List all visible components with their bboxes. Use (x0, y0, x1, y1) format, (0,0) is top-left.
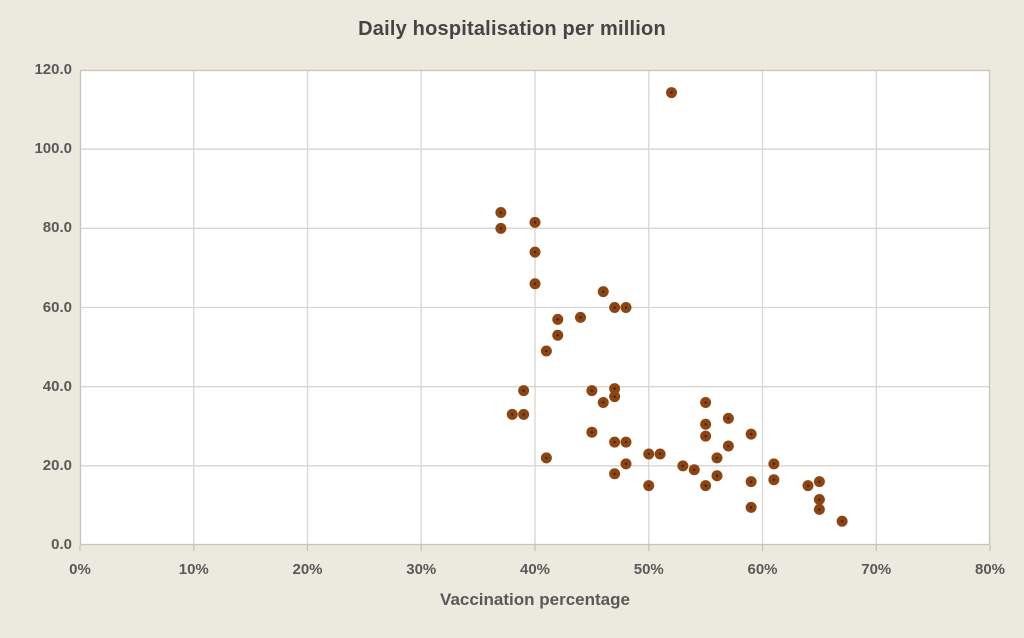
data-point-center-dot (704, 401, 707, 404)
data-point-center-dot (499, 211, 502, 214)
data-point-center-dot (647, 452, 650, 456)
data-point-center-dot (806, 484, 810, 487)
x-tick-label: 10% (178, 561, 209, 578)
data-point-center-dot (704, 423, 707, 426)
data-point-center-dot (545, 349, 548, 353)
data-point-center-dot (590, 431, 593, 434)
data-point-center-dot (522, 389, 525, 392)
data-point-center-dot (659, 452, 662, 456)
data-point-center-dot (818, 480, 821, 483)
data-point-center-dot (670, 91, 673, 94)
data-point-center-dot (602, 290, 605, 293)
data-point-center-dot (772, 462, 775, 465)
data-point-center-dot (533, 282, 537, 285)
plot-border (79, 69, 991, 546)
y-tick-label: 100.0 (34, 140, 72, 158)
data-point-center-dot (624, 306, 628, 309)
data-point-center-dot (590, 389, 593, 392)
y-tick-label: 0.0 (51, 536, 72, 553)
data-point-center-dot (499, 227, 502, 230)
x-tick-label: 60% (747, 561, 778, 578)
data-point-center-dot (511, 413, 514, 416)
data-point-center-dot (556, 334, 559, 337)
data-point-center-dot (613, 440, 616, 444)
data-point-center-dot (613, 472, 616, 475)
x-tick-label: 50% (633, 561, 664, 578)
x-tick-label: 70% (861, 561, 892, 578)
data-point-center-dot (681, 464, 684, 467)
data-point-center-dot (704, 484, 707, 487)
data-point-center-dot (727, 417, 730, 420)
y-tick-label: 20.0 (42, 456, 72, 474)
y-tick-label: 40.0 (42, 377, 72, 395)
data-point-center-dot (772, 478, 775, 481)
data-point-center-dot (533, 250, 537, 254)
plot-area (79, 69, 991, 551)
y-tick-label: 80.0 (42, 219, 72, 237)
data-point-center-dot (556, 318, 559, 321)
data-point-center-dot (613, 395, 616, 398)
x-tick-label: 80% (974, 561, 1006, 578)
data-point-center-dot (818, 498, 821, 501)
data-point-center-dot (693, 468, 696, 471)
x-tick-label: 30% (406, 561, 437, 578)
data-point-center-dot (841, 520, 844, 523)
data-point-center-dot (624, 462, 628, 465)
chart-title: Daily hospitalisation per million (358, 18, 666, 40)
scatter-plot-canvas (79, 69, 991, 551)
y-tick-label: 120.0 (34, 61, 72, 78)
x-axis-title: Vaccination percentage (440, 590, 630, 609)
data-point-center-dot (602, 401, 605, 404)
x-tick-label: 20% (292, 561, 323, 578)
data-point-center-dot (750, 480, 753, 483)
data-point-center-dot (704, 435, 707, 438)
data-point-center-dot (715, 456, 719, 460)
x-tick-label: 0% (69, 561, 91, 578)
data-point-center-dot (750, 433, 753, 436)
data-point-center-dot (727, 444, 730, 448)
data-point-center-dot (613, 387, 616, 390)
data-point-center-dot (533, 221, 537, 224)
data-point-center-dot (522, 413, 525, 416)
data-point-center-dot (545, 456, 548, 460)
data-point-center-dot (818, 508, 821, 511)
data-point-center-dot (624, 440, 628, 444)
data-point-center-dot (613, 306, 616, 309)
data-point-center-dot (647, 484, 650, 487)
data-point-center-dot (715, 474, 719, 477)
data-point-center-dot (579, 316, 582, 319)
x-tick-label: 40% (519, 561, 551, 578)
data-point-center-dot (750, 506, 753, 509)
y-tick-label: 60.0 (42, 298, 72, 316)
